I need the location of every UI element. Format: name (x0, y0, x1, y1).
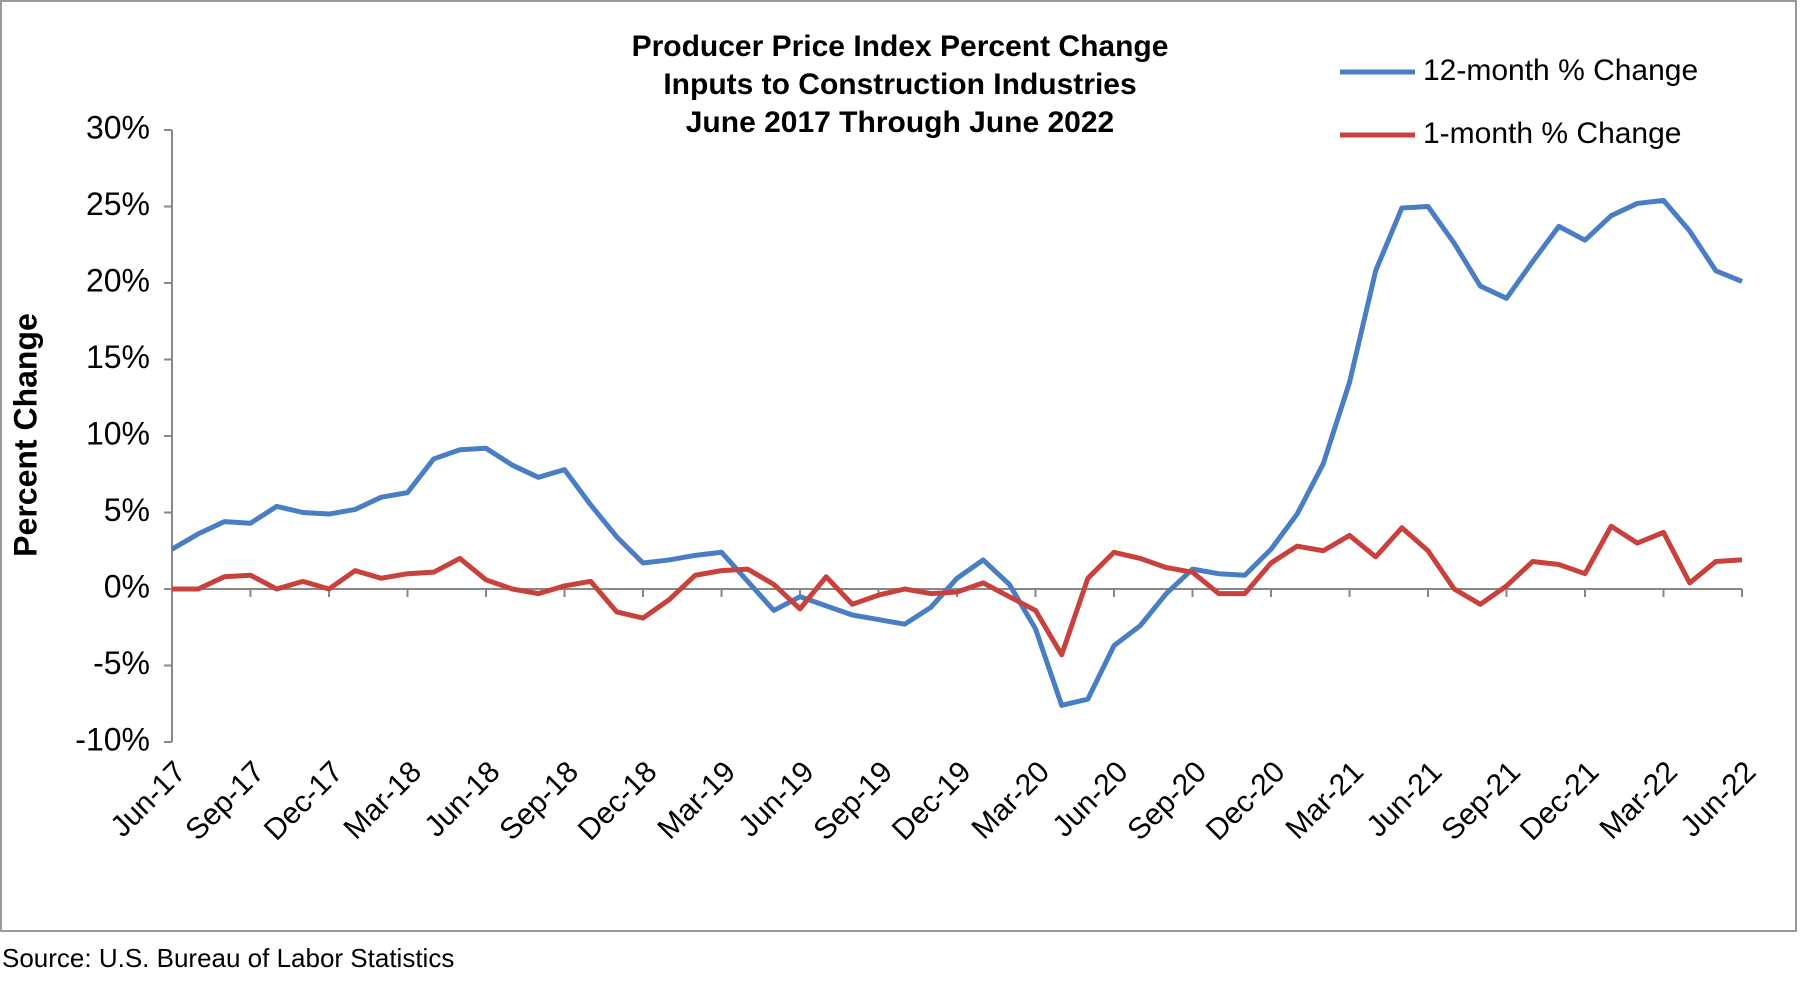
x-tick-label: Jun-19 (732, 755, 820, 843)
legend-label: 1-month % Change (1423, 117, 1682, 150)
x-tick-label: Mar-18 (338, 755, 429, 846)
y-tick-label: 25% (86, 186, 150, 222)
x-tick-label: Jun-17 (104, 755, 192, 843)
x-tick-label: Sep-20 (1121, 755, 1213, 847)
x-tick-label: Dec-19 (886, 755, 978, 847)
x-tick-label: Dec-21 (1514, 755, 1606, 847)
chart-title: June 2017 Through June 2022 (686, 106, 1114, 139)
x-tick-label: Dec-18 (572, 755, 664, 847)
x-tick-label: Jun-21 (1360, 755, 1448, 843)
x-tick-label: Sep-19 (807, 755, 899, 847)
x-tick-label: Jun-18 (418, 755, 506, 843)
y-tick-label: -10% (75, 721, 150, 757)
chart-title: Inputs to Construction Industries (663, 68, 1136, 101)
x-tick-label: Sep-18 (493, 755, 585, 847)
source-note: Source: U.S. Bureau of Labor Statistics (2, 943, 454, 973)
x-tick-label: Mar-20 (966, 755, 1057, 846)
x-tick-label: Jun-22 (1674, 755, 1762, 843)
x-tick-label: Sep-17 (179, 755, 271, 847)
x-tick-label: Dec-20 (1200, 755, 1292, 847)
chart-border (0, 0, 1797, 932)
legend-label: 12-month % Change (1423, 54, 1698, 87)
x-tick-label: Mar-19 (652, 755, 743, 846)
x-tick-label: Sep-21 (1435, 755, 1527, 847)
x-tick-label: Jun-20 (1046, 755, 1134, 843)
y-tick-label: 5% (104, 492, 150, 528)
y-tick-label: 30% (86, 109, 150, 145)
x-tick-label: Mar-22 (1594, 755, 1685, 846)
y-axis-title: Percent Change (7, 313, 43, 557)
y-tick-label: 10% (86, 415, 150, 451)
y-tick-label: 0% (104, 568, 150, 604)
y-tick-label: 20% (86, 262, 150, 298)
chart-title: Producer Price Index Percent Change (632, 30, 1169, 63)
y-tick-label: -5% (93, 645, 150, 681)
y-tick-label: 15% (86, 339, 150, 375)
x-tick-label: Dec-17 (258, 755, 350, 847)
series-line (170, 197, 1743, 708)
series-line (172, 523, 1743, 658)
x-tick-label: Mar-21 (1280, 755, 1371, 846)
